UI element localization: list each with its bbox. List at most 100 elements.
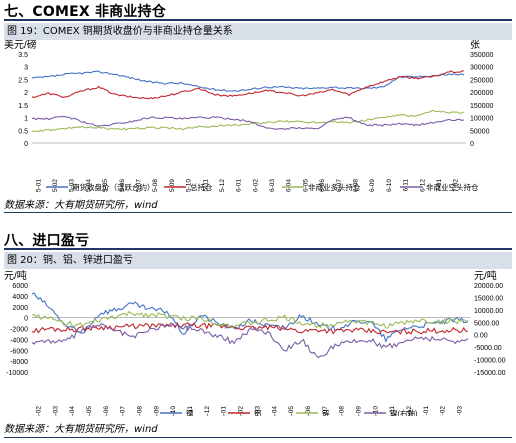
left-tick-label: 3 [24, 65, 28, 72]
right-tick-label: 0 [470, 141, 474, 148]
x-tick-label: 2015-12 [219, 179, 226, 192]
x-tick-label: 2016-12 [419, 179, 426, 192]
x-tick-label: 2015-08 [152, 179, 159, 192]
series-line-3 [31, 115, 465, 131]
legend-label: 非商业空头持仓 [426, 182, 479, 192]
x-tick-label: 2016-08 [339, 406, 346, 416]
series-line-0 [31, 292, 469, 343]
right-tick-label: -10000.00 [474, 358, 506, 365]
legend-label: 锌 [322, 408, 330, 416]
section2-rule [4, 248, 512, 250]
figure19-chart: 美元/磅 张 0 0.5 1 1.5 2 2.5 3 3.5 0 50000 100000 150000 2… [4, 40, 493, 192]
series-line-0 [32, 70, 465, 92]
x-tick-label: 2016-06 [305, 406, 312, 416]
series-line-1 [31, 70, 464, 100]
x-tick-label: 2016-07 [336, 179, 343, 192]
left-axis-unit: 元/吨 [4, 269, 27, 282]
x-tick-label: 2016-04 [286, 179, 293, 192]
x-tick-label: 2015-03 [52, 406, 59, 416]
series-line-3 [31, 322, 469, 359]
x-tick-label: 2015-04 [85, 179, 92, 192]
x-tick-label: 2015-04 [69, 406, 76, 416]
left-tick-label: 1.5 [18, 103, 28, 110]
x-tick-label: 2016-09 [369, 179, 376, 192]
right-tick-label: 200000 [470, 90, 493, 97]
x-tick-label: 2015-01 [35, 179, 42, 192]
x-tick-label: 2015-02 [35, 406, 42, 416]
right-axis-unit: 张 [470, 40, 480, 51]
figure20-source: 数据来源：大有期货研究所，wind [4, 424, 158, 435]
x-tick-label: 2016-12 [406, 406, 413, 416]
series-line-1 [31, 322, 468, 335]
right-tick-label: 10000.00 [474, 308, 503, 315]
figure20-source-rule [4, 437, 512, 438]
right-tick-label: 100000 [470, 116, 493, 123]
x-tick-label: 2016-09 [356, 406, 363, 416]
x-tick-label: 2016-03 [269, 179, 276, 192]
x-tick-label: 2017-03 [457, 406, 464, 416]
x-tick-label: 2016-06 [319, 179, 326, 192]
x-tick-label: 2015-05 [86, 406, 93, 416]
x-tick-label: 2015-07 [120, 406, 127, 416]
left-tick-label: 2 [24, 90, 28, 97]
right-tick-label: 20000.00 [474, 283, 503, 290]
left-tick-label: 0 [24, 141, 28, 148]
left-tick-label: -6000 [10, 348, 28, 355]
legend-label: 非商业多头持仓 [308, 182, 361, 192]
x-tick-label: 2016-10 [386, 179, 393, 192]
x-tick-label: 2016-01 [221, 406, 228, 416]
section1-title: 七、COMEX 非商业持仓 [4, 4, 166, 20]
right-tick-label: -5000.00 [474, 345, 502, 352]
x-tick-label: 2015-06 [103, 406, 110, 416]
figure19-source-rule [4, 212, 512, 213]
right-tick-label: 300000 [470, 65, 493, 72]
left-tick-label: 1 [24, 116, 28, 123]
right-tick-label: 350000 [470, 52, 493, 59]
x-tick-label: 2015-05 [102, 179, 109, 192]
legend-label: 期货收盘价（活跃合约） [72, 182, 155, 192]
x-tick-label: 2016-05 [288, 406, 295, 416]
left-tick-label: 2.5 [18, 77, 28, 84]
x-tick-label: 2015-06 [119, 179, 126, 192]
x-tick-label: 2015-12 [204, 406, 211, 416]
right-tick-label: 250000 [470, 77, 493, 84]
right-tick-label: 15000.00 [474, 295, 503, 302]
x-tick-label: 2015-02 [52, 179, 59, 192]
left-tick-label: 2000 [12, 305, 28, 312]
x-tick-label: 2016-07 [322, 406, 329, 416]
x-tick-label: 2015-11 [187, 406, 194, 416]
x-tick-label: 2015-09 [169, 179, 176, 192]
section1-rule [4, 19, 512, 21]
x-tick-label: 2017-02 [440, 406, 447, 416]
x-tick-label: 2016-10 [372, 406, 379, 416]
left-tick-label: -2000 [10, 327, 28, 334]
x-tick-label: 2016-11 [389, 406, 396, 416]
right-tick-label: 5000.00 [474, 320, 499, 327]
x-tick-label: 2016-05 [302, 179, 309, 192]
x-tick-label: 2015-10 [170, 406, 177, 416]
left-tick-label: 3.5 [18, 52, 28, 59]
right-axis-unit: 元/吨 [474, 269, 497, 282]
x-tick-label: 2016-01 [236, 179, 243, 192]
legend-label: 铝 [254, 408, 262, 416]
legend-label: 镍(右轴) [390, 408, 418, 416]
x-tick-label: 2017-01 [436, 179, 443, 192]
left-tick-label: -8000 [10, 359, 28, 366]
legend-label: 总持仓 [190, 182, 213, 192]
x-tick-label: 2015-07 [136, 179, 143, 192]
left-tick-label: -10000 [6, 370, 28, 377]
x-tick-label: 2016-11 [403, 179, 410, 192]
x-tick-label: 2016-03 [254, 406, 261, 416]
left-tick-label: 0.5 [18, 128, 28, 135]
x-tick-label: 2017-02 [453, 179, 460, 192]
x-tick-label: 2016-08 [353, 179, 360, 192]
x-tick-label: 2015-09 [153, 406, 160, 416]
left-tick-label: 6000 [12, 283, 28, 290]
x-tick-label: 2016-02 [252, 179, 259, 192]
figure20-chart: 元/吨 元/吨6000400020000-2000-4000-6000-8000-… [4, 269, 506, 416]
x-tick-label: 2017-01 [423, 406, 430, 416]
x-tick-label: 2016-02 [238, 406, 245, 416]
figure20-caption: 图 20：铜、铝、锌进口盈亏 [4, 252, 512, 269]
left-axis-unit: 美元/磅 [4, 40, 37, 51]
series-line-2 [31, 109, 465, 133]
